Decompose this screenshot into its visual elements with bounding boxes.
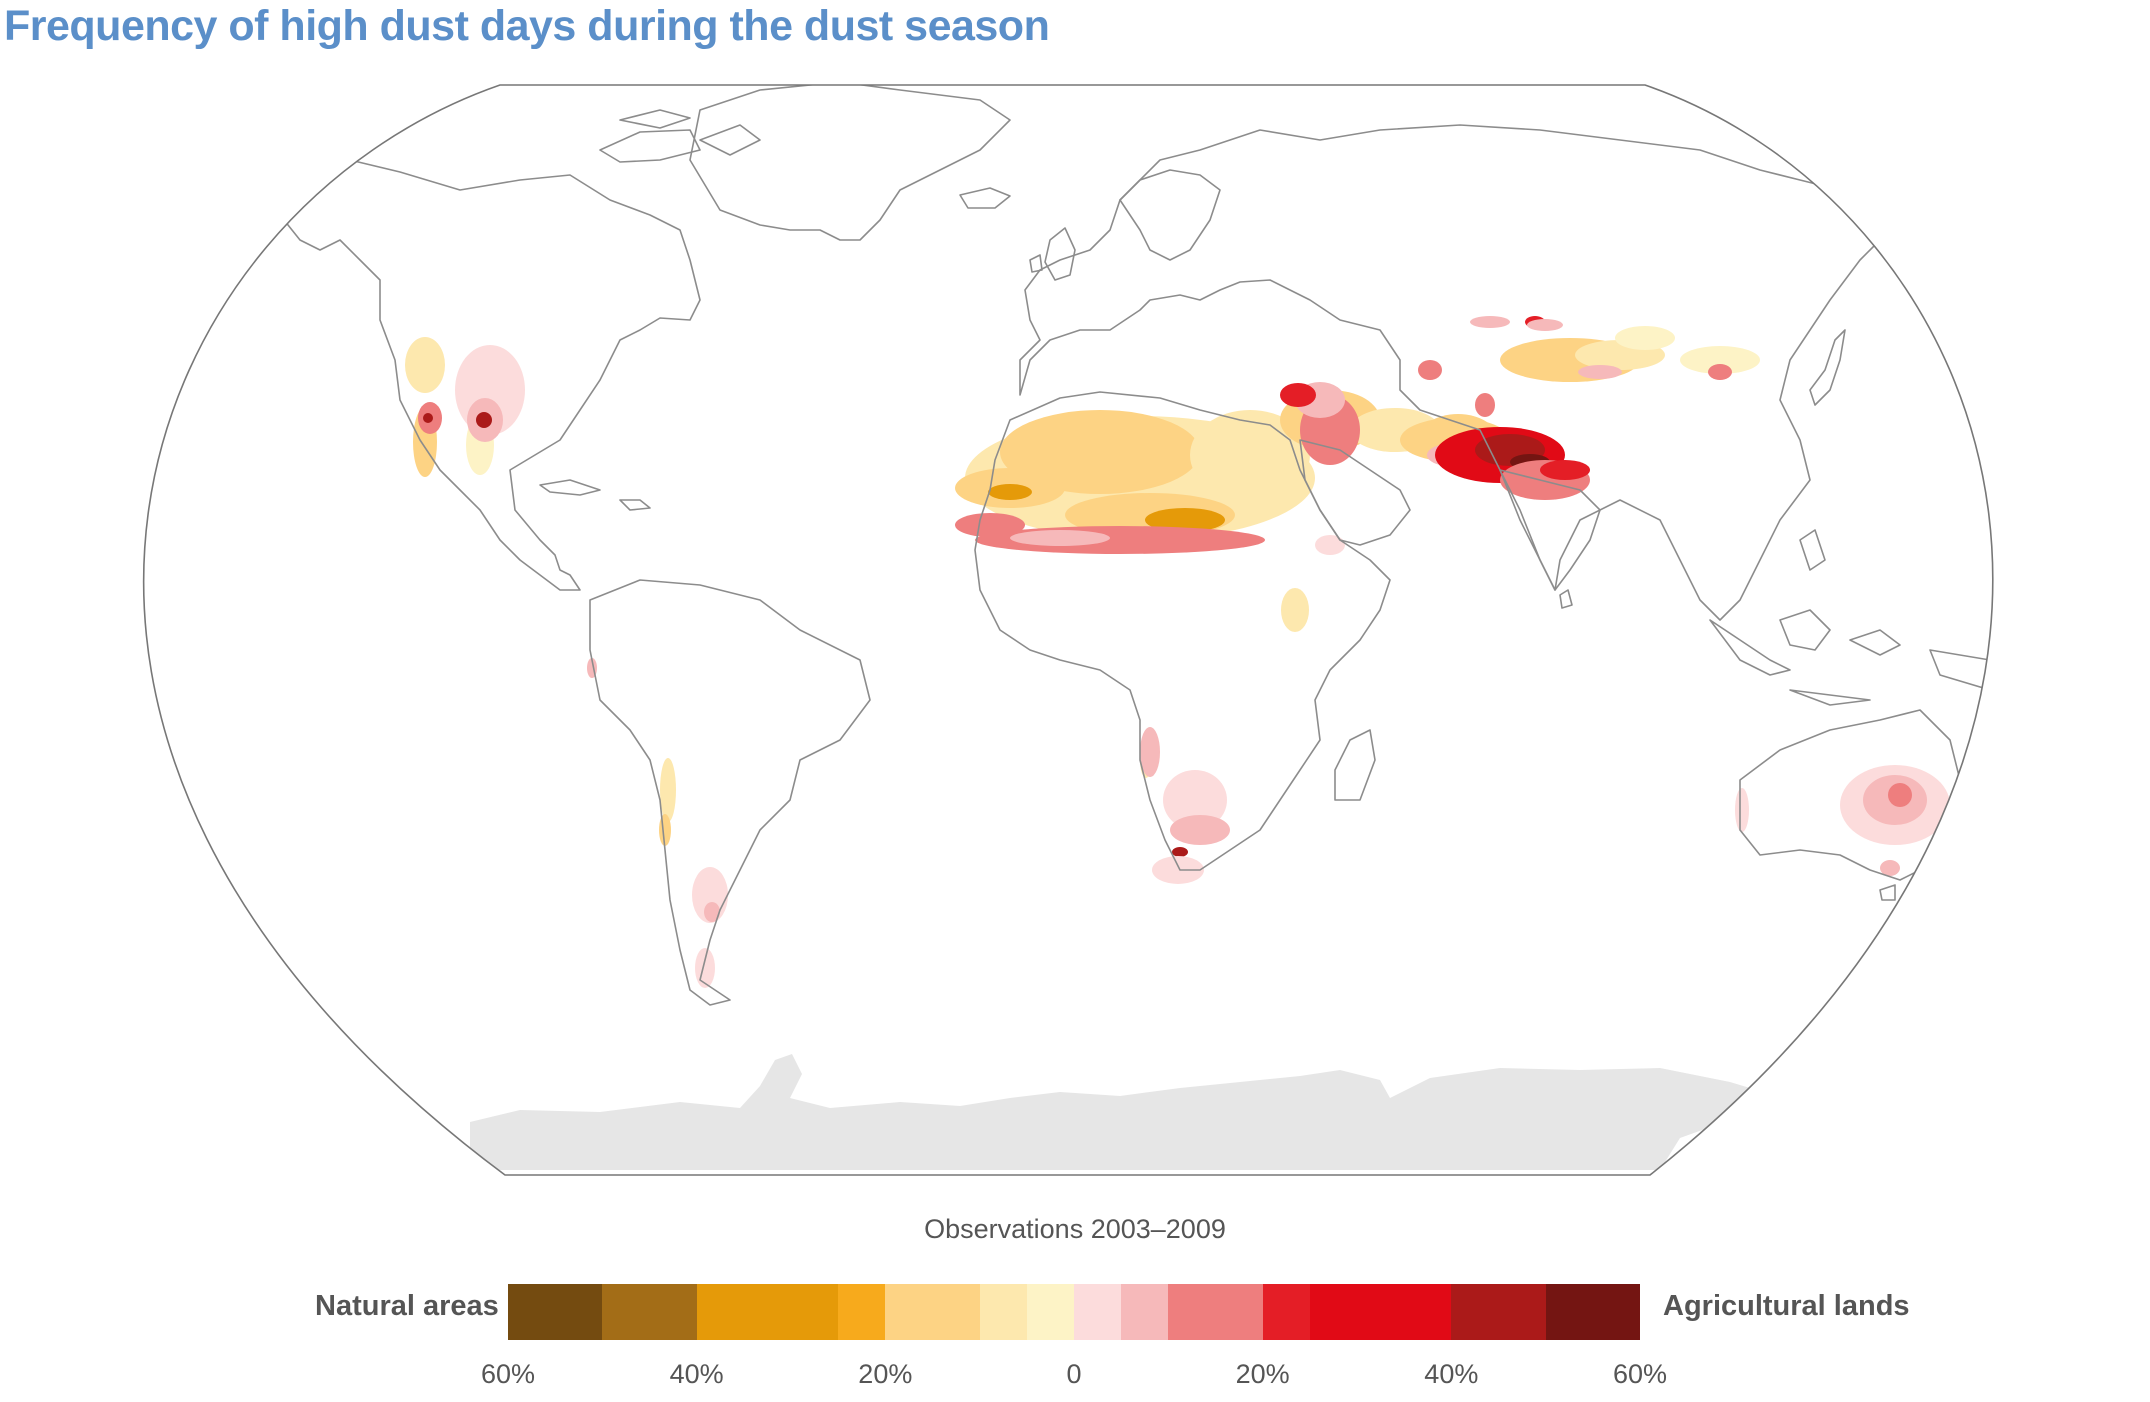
map-title: Frequency of high dust days during the d… [4, 2, 1050, 50]
legend-bin-8 [1121, 1284, 1169, 1340]
legend-bin-11 [1309, 1284, 1452, 1340]
legend-tick-label: 20% [858, 1359, 913, 1389]
africa-outline [974, 391, 1391, 871]
north-america-outline [189, 159, 701, 591]
world-map [142, 84, 2055, 1176]
legend-bin-3 [838, 1284, 886, 1340]
legend-bin-5 [979, 1284, 1027, 1340]
legend-agricultural-lands-label: Agricultural lands [1663, 1290, 1910, 1322]
legend-bin-0 [508, 1284, 603, 1340]
eurasia-outline [1019, 124, 1901, 621]
legend-tick-label: 40% [669, 1359, 724, 1389]
legend-bin-13 [1545, 1284, 1640, 1340]
legend-tick-label: 40% [1424, 1359, 1479, 1389]
south-america-outline [589, 579, 871, 1006]
new-zealand-outline [2030, 870, 2055, 915]
legend-bin-1 [602, 1284, 697, 1340]
dust-agricultural-lands [418, 316, 1950, 988]
observation-period-label: Observations 2003–2009 [924, 1214, 1226, 1244]
legend-bin-7 [1073, 1284, 1122, 1340]
legend-bin-6 [1026, 1284, 1074, 1340]
legend-natural-areas-label: Natural areas [315, 1290, 499, 1322]
legend-bin-4 [885, 1284, 980, 1340]
india-outline [1499, 469, 1601, 591]
legend-tick-label: 20% [1235, 1359, 1290, 1389]
legend-color-scale [508, 1284, 1640, 1340]
madagascar-outline [1334, 729, 1376, 801]
legend-tick-label: 60% [1612, 1359, 1668, 1389]
japan-outline [1809, 329, 1846, 406]
coastlines [143, 85, 2055, 1006]
arabia-outline [1299, 439, 1411, 546]
legend-bin-10 [1262, 1284, 1310, 1340]
legend-tick-label: 0 [1066, 1359, 1082, 1389]
legend-bin-9 [1168, 1284, 1263, 1340]
antarctica-landmass [470, 1054, 1790, 1170]
legend-bin-12 [1451, 1284, 1546, 1340]
scandinavia-outline [1119, 169, 1221, 261]
legend-tick-label: 60% [480, 1359, 536, 1389]
legend-bin-2 [696, 1284, 839, 1340]
greenland-outline [689, 85, 1011, 241]
map-frame [142, 84, 1994, 1176]
